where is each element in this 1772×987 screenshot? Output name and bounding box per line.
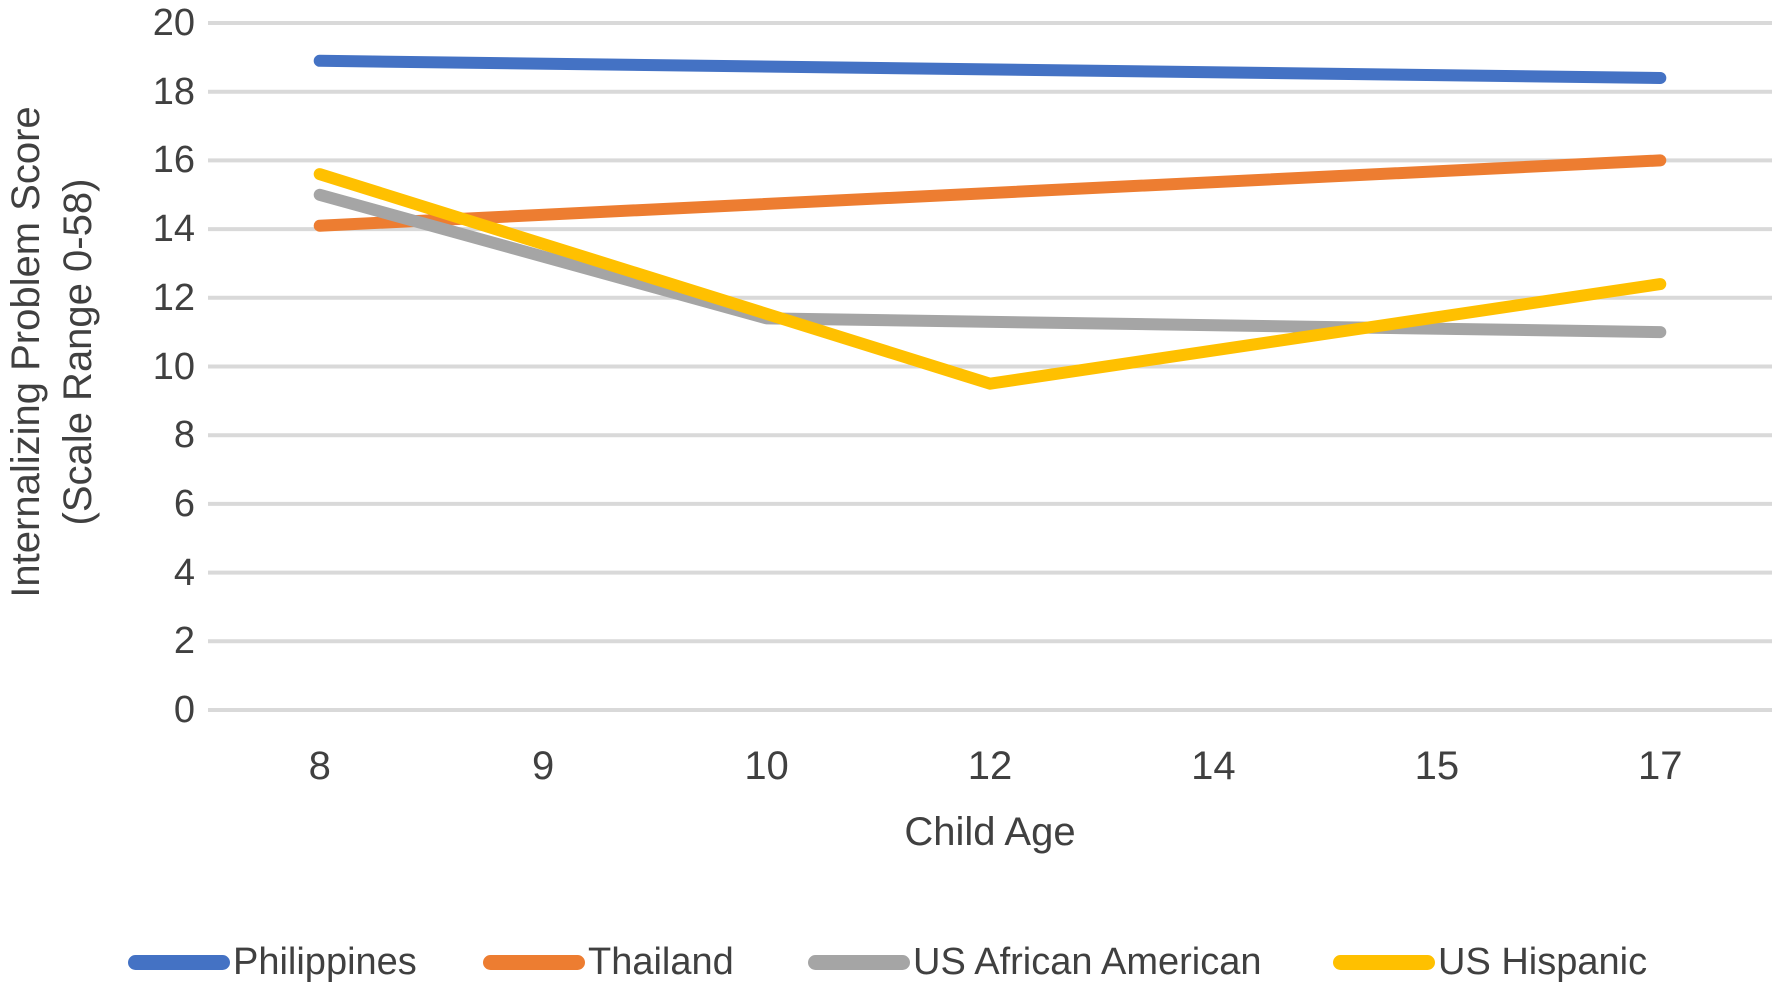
x-tick-label-17: 17 bbox=[1638, 744, 1683, 788]
x-tick-label-15: 15 bbox=[1414, 744, 1460, 788]
y-tick-label-14: 14 bbox=[152, 208, 195, 251]
y-tick-label-0: 0 bbox=[173, 689, 195, 731]
legend-item-philippines: Philippines bbox=[128, 938, 417, 987]
y-tick-label-16: 16 bbox=[152, 139, 195, 182]
y-tick-label-10: 10 bbox=[152, 345, 195, 388]
x-tick-label-8: 8 bbox=[308, 744, 331, 788]
legend-item-us-african-american: US African American bbox=[808, 938, 1261, 987]
series-line-philippines bbox=[313, 54, 1667, 84]
legend-item-us-hispanic: US Hispanic bbox=[1333, 938, 1647, 987]
x-tick-label-14: 14 bbox=[1191, 744, 1236, 788]
legend-swatch-icon bbox=[1333, 955, 1435, 970]
y-tick-label-18: 18 bbox=[152, 70, 195, 113]
legend-label: Philippines bbox=[233, 941, 417, 983]
y-tick-label-4: 4 bbox=[173, 551, 195, 594]
legend-label: US Hispanic bbox=[1438, 941, 1648, 983]
x-tick-label-10: 10 bbox=[744, 744, 789, 788]
legend-swatch-icon bbox=[128, 955, 230, 970]
y-tick-label-12: 12 bbox=[152, 276, 195, 319]
x-axis-title: Child Age bbox=[904, 810, 1076, 854]
x-tick-label-12: 12 bbox=[967, 744, 1013, 788]
legend-swatch-icon bbox=[808, 955, 910, 970]
series-line-thailand bbox=[313, 154, 1667, 232]
series-line-us-hispanic bbox=[313, 168, 1667, 390]
legend: Philippines Thailand US African American US… bbox=[0, 938, 1772, 987]
y-tick-label-20: 20 bbox=[152, 2, 195, 44]
legend-item-thailand: Thailand bbox=[483, 938, 734, 987]
y-tick-label-6: 6 bbox=[173, 482, 195, 525]
y-axis-title-line1: Internalizing Problem Score bbox=[4, 106, 48, 598]
y-tick-label-2: 2 bbox=[173, 620, 195, 663]
legend-label: Thailand bbox=[588, 941, 734, 983]
y-tick-label-8: 8 bbox=[173, 414, 195, 457]
x-tick-label-9: 9 bbox=[532, 744, 555, 788]
legend-label: US African American bbox=[913, 941, 1262, 983]
legend-swatch-icon bbox=[483, 955, 585, 970]
